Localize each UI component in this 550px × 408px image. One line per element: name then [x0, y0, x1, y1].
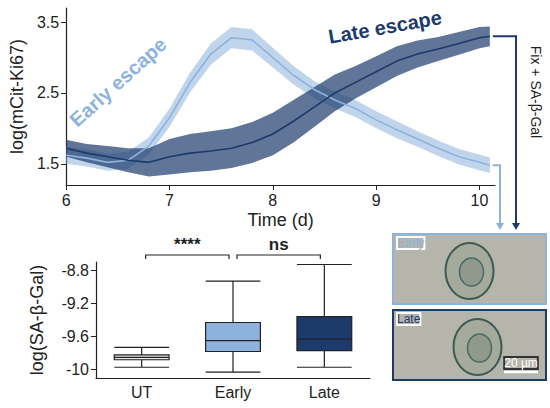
svg-text:-9.6: -9.6 [61, 328, 89, 345]
svg-text:3.5: 3.5 [37, 14, 59, 31]
svg-text:-9.2: -9.2 [61, 295, 89, 312]
svg-text:ns: ns [269, 235, 289, 254]
svg-text:6: 6 [62, 192, 71, 209]
svg-text:Late escape: Late escape [327, 6, 444, 48]
svg-text:Late: Late [397, 312, 421, 326]
svg-text:Late: Late [309, 384, 340, 401]
svg-text:Time (d): Time (d) [247, 210, 313, 230]
svg-text:9: 9 [372, 192, 381, 209]
svg-text:10: 10 [471, 192, 489, 209]
svg-text:-10: -10 [66, 361, 89, 378]
svg-text:****: **** [174, 235, 201, 254]
svg-text:-8.8: -8.8 [61, 262, 89, 279]
svg-text:Early escape: Early escape [65, 33, 171, 131]
svg-text:20 µm: 20 µm [504, 356, 538, 370]
svg-text:7: 7 [165, 192, 174, 209]
svg-text:Fix + SA-β-Gal: Fix + SA-β-Gal [528, 46, 544, 138]
svg-text:Early: Early [215, 384, 251, 401]
svg-text:log(SA-β-Gal): log(SA-β-Gal) [27, 265, 47, 375]
svg-text:UT: UT [131, 384, 153, 401]
svg-text:2.5: 2.5 [37, 84, 59, 101]
svg-text:1.5: 1.5 [37, 155, 59, 172]
svg-text:log(mCit-Ki67): log(mCit-Ki67) [7, 39, 27, 154]
svg-text:8: 8 [268, 192, 277, 209]
svg-text:Early: Early [397, 236, 424, 250]
